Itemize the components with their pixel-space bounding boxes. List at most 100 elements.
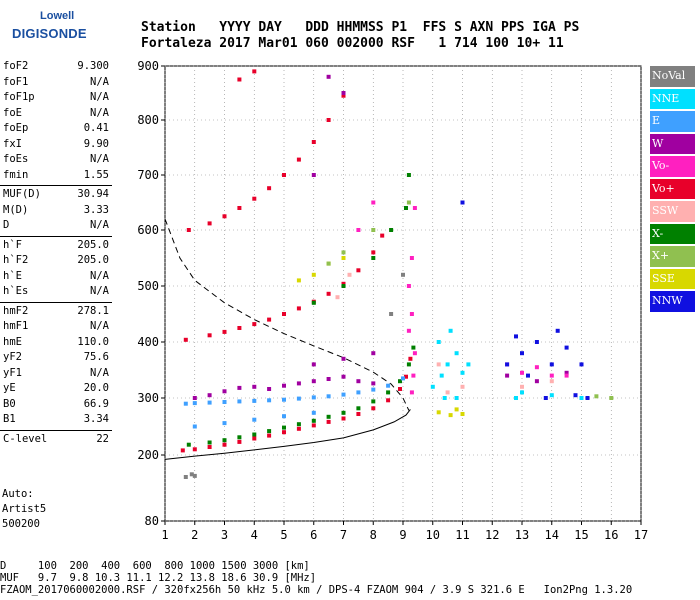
data-point	[296, 422, 301, 427]
footer-line2: MUF 9.7 9.8 10.3 11.1 12.2 13.8 18.6 30.…	[0, 572, 317, 584]
model-curve-dashed	[164, 218, 410, 411]
data-point	[311, 362, 316, 367]
data-point	[460, 412, 465, 416]
data-point	[579, 362, 584, 367]
param-row: h`F2 205.0	[0, 254, 112, 270]
data-point	[445, 362, 450, 367]
data-point	[222, 438, 227, 443]
param-value: N/A	[90, 366, 109, 379]
data-point	[252, 417, 257, 422]
data-point	[311, 140, 316, 144]
param-row: foEp 0.41	[0, 122, 112, 138]
param-separator	[0, 429, 112, 431]
data-point	[267, 433, 272, 438]
data-point	[222, 442, 227, 447]
data-point	[401, 376, 405, 381]
autoscaling-info: Auto: Artist5 500200	[2, 487, 46, 532]
param-row: foF1p N/A	[0, 91, 112, 107]
data-point	[409, 256, 414, 260]
param-value: N/A	[90, 219, 109, 231]
x-tick-label: 13	[515, 528, 529, 542]
data-point	[341, 250, 346, 255]
data-point	[436, 410, 441, 415]
data-point	[341, 374, 346, 379]
y-tick-label: 300	[137, 391, 159, 405]
param-row: hmF1 N/A	[0, 320, 112, 336]
data-point	[406, 284, 411, 288]
data-point	[237, 399, 242, 404]
data-point	[252, 196, 257, 201]
data-point	[564, 345, 569, 350]
logo-line1: Lowell	[40, 10, 75, 22]
data-point	[371, 406, 376, 411]
data-point	[460, 384, 465, 389]
data-point	[549, 379, 554, 384]
param-row: foF1 N/A	[0, 76, 112, 92]
y-tick-label: 200	[137, 448, 159, 462]
data-point	[406, 328, 411, 333]
data-point	[296, 306, 301, 311]
data-point	[520, 390, 524, 395]
param-name: h`F	[3, 238, 22, 251]
data-point	[311, 379, 316, 384]
param-value: 20.0	[83, 382, 109, 394]
data-point	[282, 173, 286, 177]
x-tick-label: 7	[340, 528, 347, 542]
data-point	[252, 432, 257, 437]
data-point	[408, 356, 413, 361]
param-name: MUF(D)	[3, 188, 41, 200]
footer-line1: D 100 200 400 600 800 1000 1500 3000 [km…	[0, 560, 310, 572]
param-row: yF1 N/A	[0, 367, 112, 383]
data-point	[389, 228, 394, 232]
data-point	[409, 312, 414, 316]
data-point	[514, 334, 518, 339]
y-tick-label: 800	[137, 113, 159, 127]
data-point	[341, 281, 346, 286]
param-name: M(D)	[3, 203, 29, 216]
data-point	[436, 362, 441, 367]
data-point	[594, 394, 599, 399]
param-value: 3.33	[83, 203, 109, 216]
data-point	[401, 272, 405, 277]
param-row: fxI 9.90	[0, 138, 112, 154]
param-row: foF2 9.300	[0, 60, 112, 76]
data-point	[186, 442, 191, 447]
param-row: B1 3.34	[0, 413, 112, 429]
data-point	[514, 396, 518, 400]
data-point	[252, 69, 257, 74]
data-point	[237, 439, 242, 444]
data-point	[207, 333, 212, 338]
data-point	[460, 370, 465, 375]
series-e	[183, 376, 405, 429]
param-value: N/A	[90, 153, 109, 165]
data-point	[311, 423, 316, 428]
data-point	[341, 392, 346, 397]
data-point	[311, 300, 316, 305]
data-point	[341, 410, 346, 415]
data-point	[311, 418, 316, 423]
data-point	[311, 395, 316, 400]
parameter-panel: foF2 9.300 foF1 N/A foF1p N/A foE N/A foEp 0.41 fx…	[0, 60, 112, 448]
param-separator	[0, 235, 112, 237]
x-tick-label: 15	[574, 528, 588, 542]
data-point	[347, 272, 352, 277]
param-value: 0.41	[83, 122, 109, 134]
data-point	[326, 419, 331, 424]
data-point	[222, 421, 227, 426]
y-tick-label: 400	[137, 335, 159, 349]
param-row: C-level 22	[0, 433, 112, 449]
data-point	[356, 406, 361, 411]
data-point	[371, 256, 376, 260]
lowell-digisonde-logo: Lowell DIGISONDE	[6, 8, 87, 48]
data-point	[520, 351, 524, 356]
data-point	[180, 448, 185, 453]
data-point	[404, 374, 408, 379]
param-value: N/A	[90, 320, 109, 332]
data-point	[192, 447, 197, 452]
param-name: fmin	[3, 168, 29, 181]
data-point	[222, 400, 227, 404]
data-point	[454, 396, 459, 400]
series-vo-	[356, 200, 569, 395]
header-labels: Station YYYY DAY DDD HHMMSS P1 FFS S AXN…	[141, 20, 580, 35]
data-point	[371, 250, 376, 255]
